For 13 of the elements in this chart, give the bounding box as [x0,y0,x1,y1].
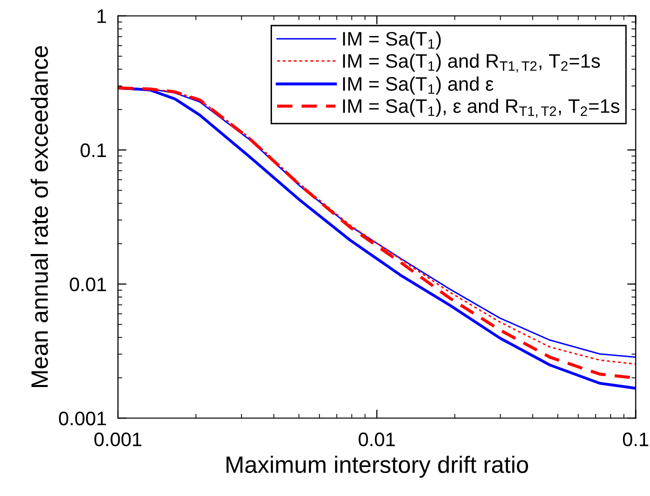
legend-label: IM = Sa(T$_{1}$) [343,31,441,50]
y-tick-label: 0.001 [58,412,106,426]
x-tick-label: 0.001 [94,432,142,446]
legend-label: IM = Sa(T$_{1}$), ε and R$_{T1,T2}$, T$_{2}$=1s [343,98,620,118]
y-tick-label: 0.01 [70,278,106,292]
x-axis-title: Maximum interstory drift ratio [226,456,528,478]
y-tick-label: 0.1 [80,143,106,158]
legend-label: IM = Sa(T$_{1}$) and ε [343,76,494,95]
legend-label: IM = Sa(T$_{1}$) and R$_{T1,T2}$, T$_{2}$=1s [343,54,600,73]
x-tick-label: 0.01 [358,432,395,446]
x-tick-label: 0.1 [622,432,648,446]
y-tick-label: 1 [98,10,106,23]
y-axis-title: Mean annual rate of exceedance [30,46,48,388]
